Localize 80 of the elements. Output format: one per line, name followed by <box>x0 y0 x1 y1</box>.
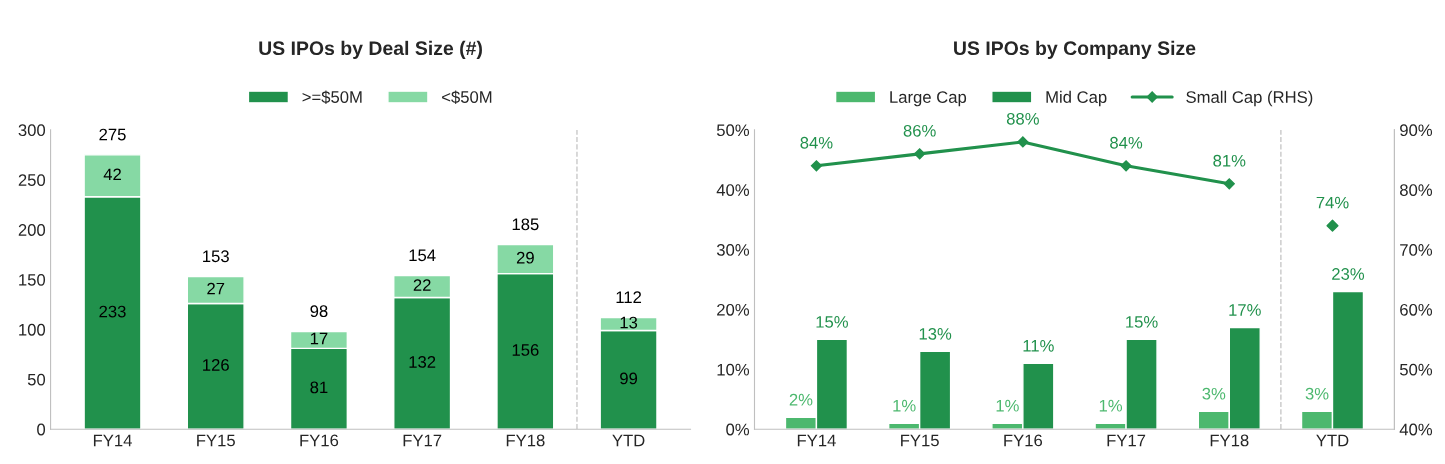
legend-label: >=$50M <box>302 90 362 104</box>
data-label: 81 <box>310 381 328 394</box>
point <box>1326 219 1339 232</box>
data-label: 233 <box>99 305 126 318</box>
y-tick-label: 50 <box>27 373 46 386</box>
y-tick-label: 0% <box>726 423 750 436</box>
y-tick-label: 40% <box>716 184 750 196</box>
data-label: 29 <box>516 251 534 264</box>
x-tick-label: YTD <box>612 434 645 447</box>
data-label: 15% <box>816 316 848 328</box>
y-tick-label: 0 <box>37 423 46 436</box>
data-label: 1% <box>893 399 916 412</box>
y-tick-label: 300 <box>18 124 46 137</box>
data-label: 3% <box>1202 387 1226 400</box>
data-label: 11% <box>1023 340 1054 352</box>
data-label: 84% <box>1110 136 1143 149</box>
y-tick-label: 200 <box>18 224 46 236</box>
data-label: 15% <box>1126 316 1158 328</box>
data-label: 2% <box>789 393 813 406</box>
total-label: 275 <box>99 128 126 141</box>
data-label: 126 <box>203 359 229 371</box>
total-label: 185 <box>512 218 539 231</box>
y-tick-label: 10% <box>717 363 750 376</box>
y-tick-label: 20% <box>717 303 750 316</box>
x-tick-label: YTD <box>1316 434 1349 447</box>
total-label: 98 <box>310 305 328 318</box>
data-label: 22 <box>413 279 431 291</box>
data-label: 88% <box>1006 112 1039 125</box>
y2-tick-label: 80% <box>1400 184 1433 196</box>
y-tick-label: 30% <box>716 244 750 256</box>
x-tick-label: FY14 <box>797 434 836 447</box>
total-label: 153 <box>203 250 229 263</box>
data-label: 42 <box>103 168 121 181</box>
y-tick-label: 100 <box>19 323 46 336</box>
y2-tick-label: 90% <box>1400 124 1433 137</box>
x-tick-label: FY18 <box>1210 434 1249 447</box>
data-label: 81% <box>1213 154 1246 167</box>
x-tick-label: FY15 <box>901 434 939 447</box>
data-label: 1% <box>1099 399 1123 412</box>
data-label: 17 <box>310 332 328 345</box>
x-tick-label: FY16 <box>300 434 339 447</box>
chart-title: US IPOs by Deal Size (#) <box>259 40 482 59</box>
point <box>810 160 823 172</box>
x-tick-label: FY17 <box>1107 434 1146 447</box>
point <box>1223 178 1235 190</box>
data-label: 99 <box>620 372 638 385</box>
y-tick-label: 50% <box>716 124 750 137</box>
y-tick-label: 150 <box>19 273 46 286</box>
x-tick-label: FY15 <box>197 434 235 447</box>
legend-label: <$50M <box>442 90 492 104</box>
y2-tick-label: 40% <box>1399 423 1433 436</box>
y2-tick-label: 70% <box>1400 244 1433 256</box>
point <box>1017 136 1029 148</box>
point <box>914 148 926 160</box>
data-label: 86% <box>903 124 936 137</box>
chart-title: US IPOs by Company Size <box>954 40 1196 59</box>
y-tick-label: 250 <box>18 174 46 186</box>
data-label: 13% <box>919 327 952 340</box>
x-tick-label: FY14 <box>93 434 132 447</box>
x-tick-label: FY16 <box>1004 434 1043 447</box>
x-tick-label: FY18 <box>506 434 545 447</box>
data-label: 1% <box>996 399 1019 412</box>
data-label: 132 <box>409 356 436 368</box>
data-label: 156 <box>512 344 539 356</box>
legend-label: Mid Cap <box>1046 90 1107 107</box>
data-label: 23% <box>1332 268 1365 280</box>
data-label: 84% <box>800 136 833 149</box>
legend-label: Large Cap <box>890 91 967 107</box>
legend-label: Small Cap (RHS) <box>1186 90 1313 107</box>
data-label: 13 <box>620 316 638 329</box>
total-label: 112 <box>616 291 642 303</box>
data-label: 17% <box>1229 304 1261 316</box>
x-tick-label: FY17 <box>403 434 442 447</box>
data-label: 27 <box>207 282 225 295</box>
data-label: 3% <box>1305 387 1329 400</box>
y2-tick-label: 50% <box>1399 363 1433 376</box>
point <box>1120 160 1132 172</box>
data-label: 74% <box>1316 196 1349 209</box>
total-label: 154 <box>409 249 436 262</box>
y2-tick-label: 60% <box>1400 303 1433 316</box>
